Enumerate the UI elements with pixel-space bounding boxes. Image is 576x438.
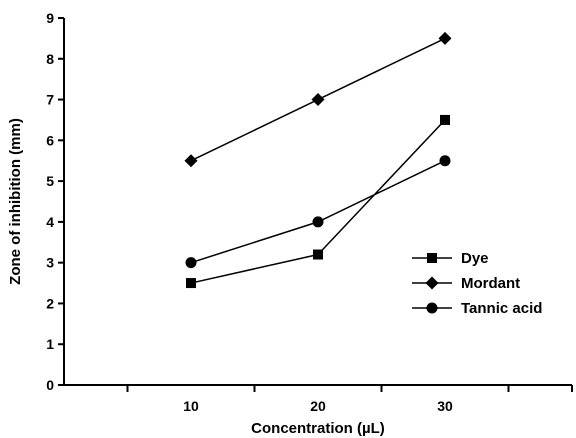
y-tick-label: 9 bbox=[46, 10, 54, 26]
y-tick-label: 4 bbox=[46, 214, 54, 230]
y-tick-label: 7 bbox=[46, 92, 54, 108]
series-line-tannic-acid bbox=[190, 160, 446, 264]
legend-marker-dye bbox=[427, 253, 437, 263]
axes: 0 1 2 3 4 5 6 7 8 9 10 20 30 bbox=[46, 10, 573, 414]
data-point-tannic-acid bbox=[185, 257, 197, 269]
data-point-tannic-acid bbox=[439, 155, 451, 167]
y-tick-label: 8 bbox=[46, 51, 54, 67]
series-group bbox=[184, 31, 452, 289]
legend-marker-mordant bbox=[425, 276, 439, 290]
x-tick-label: 30 bbox=[437, 398, 453, 414]
data-point-mordant bbox=[311, 93, 325, 107]
data-point-mordant bbox=[184, 154, 198, 168]
y-tick-label: 6 bbox=[46, 132, 54, 148]
x-axis-label: Concentration (µL) bbox=[251, 420, 385, 437]
data-point-dye bbox=[313, 249, 323, 260]
legend-label-mordant: Mordant bbox=[461, 275, 520, 292]
y-tick-label: 1 bbox=[46, 336, 54, 352]
y-tick-label: 3 bbox=[46, 255, 54, 271]
x-tick-label: 20 bbox=[310, 398, 326, 414]
y-axis-label: Zone of inhibition (mm) bbox=[7, 118, 24, 285]
data-point-mordant bbox=[438, 31, 452, 45]
x-tick-label: 10 bbox=[183, 398, 199, 414]
data-point-tannic-acid bbox=[312, 216, 324, 228]
data-point-dye bbox=[440, 114, 450, 125]
y-tick-label: 5 bbox=[46, 173, 54, 189]
legend-marker-tannic-acid bbox=[426, 302, 438, 314]
y-tick-label: 2 bbox=[46, 295, 54, 311]
y-tick-label: 0 bbox=[46, 377, 54, 393]
legend: Dye Mordant Tannic acid bbox=[412, 250, 542, 317]
data-point-dye bbox=[186, 278, 196, 289]
legend-label-dye: Dye bbox=[461, 250, 489, 267]
legend-label-tannic-acid: Tannic acid bbox=[461, 300, 542, 317]
